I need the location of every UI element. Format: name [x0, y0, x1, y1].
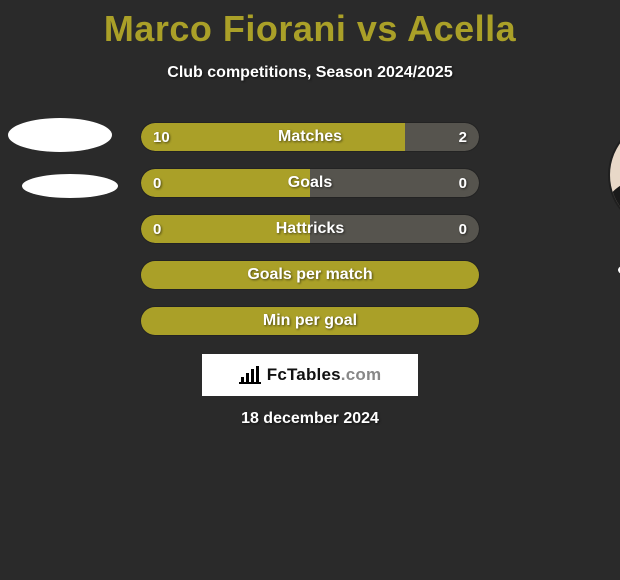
bar-fill [141, 261, 479, 289]
bar-left-fill [141, 123, 405, 151]
logo-text: FcTables.com [267, 365, 382, 385]
bar-value-right: 0 [459, 169, 467, 197]
stat-row-min-per-goal: Min per goal [140, 306, 480, 336]
bar-right-fill [310, 215, 479, 243]
logo-suffix: .com [341, 365, 381, 384]
stat-row-goals: Goals00 [140, 168, 480, 198]
page-title: Marco Fiorani vs Acella [0, 0, 620, 50]
bar-value-left: 10 [153, 123, 170, 151]
stat-row-matches: Matches102 [140, 122, 480, 152]
fctables-logo: FcTables.com [202, 354, 418, 396]
bar-value-right: 0 [459, 215, 467, 243]
player-avatar [610, 120, 620, 230]
placeholder-oval [8, 118, 112, 152]
title-player2: Acella [407, 8, 516, 49]
bar-fill [141, 307, 479, 335]
date-text: 18 december 2024 [0, 410, 620, 428]
bar-value-right: 2 [459, 123, 467, 151]
bar-value-left: 0 [153, 215, 161, 243]
logo-brand: FcTables [267, 365, 341, 384]
title-vs: vs [357, 8, 398, 49]
subtitle: Club competitions, Season 2024/2025 [0, 64, 620, 82]
stat-row-goals-per-match: Goals per match [140, 260, 480, 290]
bar-left-fill [141, 215, 310, 243]
logo-bar-icon [239, 366, 261, 384]
placeholder-oval [22, 174, 118, 198]
title-player1: Marco Fiorani [104, 8, 347, 49]
stat-row-hattricks: Hattricks00 [140, 214, 480, 244]
comparison-bars: Matches102Goals00Hattricks00Goals per ma… [140, 122, 480, 352]
bar-value-left: 0 [153, 169, 161, 197]
bar-left-fill [141, 169, 310, 197]
bar-right-fill [310, 169, 479, 197]
bar-right-fill [405, 123, 479, 151]
